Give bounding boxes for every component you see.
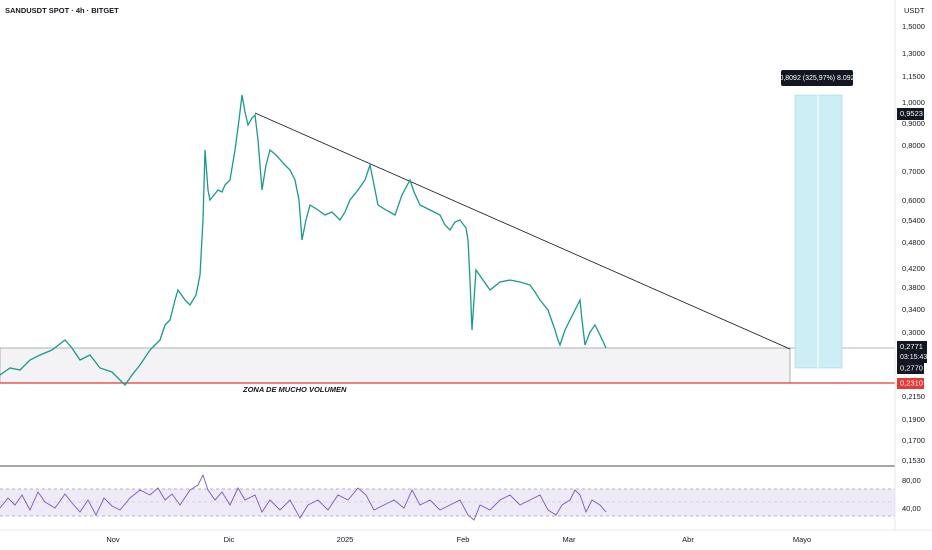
time-label: Dic <box>224 535 235 544</box>
entry-tag: 0,2770 <box>900 363 923 372</box>
price-label: 1,1500 <box>902 72 925 81</box>
countdown: 03:15:43 <box>900 354 927 361</box>
support-tag: 0,2310 <box>900 378 923 387</box>
target-tag: 0,9523 <box>900 109 923 118</box>
time-label: Mar <box>563 535 576 544</box>
trend-line <box>254 112 791 350</box>
currency: USDT <box>904 6 925 15</box>
last-price: 0,2771 <box>900 342 923 351</box>
time-label: Abr <box>682 535 694 544</box>
price-line <box>0 94 607 387</box>
price-label: 0,1530 <box>902 456 925 465</box>
support-tag-box <box>897 378 924 389</box>
price-label: 0,2150 <box>902 392 925 401</box>
target-tag-box <box>897 108 924 120</box>
entry-tag-box <box>897 363 924 374</box>
time-label: Nov <box>106 535 120 544</box>
position-label-box <box>781 70 853 86</box>
price-label: 1,5000 <box>902 22 925 31</box>
symbol-title: SANDUSDT SPOT · 4h · BITGET <box>5 6 119 15</box>
time-label: 2025 <box>337 535 354 544</box>
price-label: 1,3000 <box>902 49 925 58</box>
position-label: 0,8092 (325,97%) 8.092 <box>779 75 854 82</box>
price-label: 0,1900 <box>902 415 925 424</box>
price-label: 0,7000 <box>902 167 925 176</box>
price-label: 0,5400 <box>902 216 925 225</box>
price-label: 0,3800 <box>902 283 925 292</box>
price-label: 0,8000 <box>902 141 925 150</box>
rsi-line <box>0 473 607 521</box>
price-label: 0,1700 <box>902 436 925 445</box>
zone-annotation: ZONA DE MUCHO VOLUMEN <box>242 385 347 394</box>
price-label: 0,3000 <box>902 328 925 337</box>
price-label: 0,4800 <box>902 238 925 247</box>
rsi-label: 40,00 <box>902 504 921 513</box>
rsi-band <box>0 489 895 516</box>
price-label: 0,6000 <box>902 196 925 205</box>
volume-zone <box>0 347 791 384</box>
time-label: Mayo <box>793 535 811 544</box>
price-label: 0,3400 <box>902 305 925 314</box>
price-label: 0,4200 <box>902 264 925 273</box>
last-price-box <box>897 341 927 363</box>
price-label: 1,0000 <box>902 98 925 107</box>
rsi-label: 80,00 <box>902 476 921 485</box>
time-label: Feb <box>457 535 470 544</box>
price-label: 0,9000 <box>902 119 925 128</box>
